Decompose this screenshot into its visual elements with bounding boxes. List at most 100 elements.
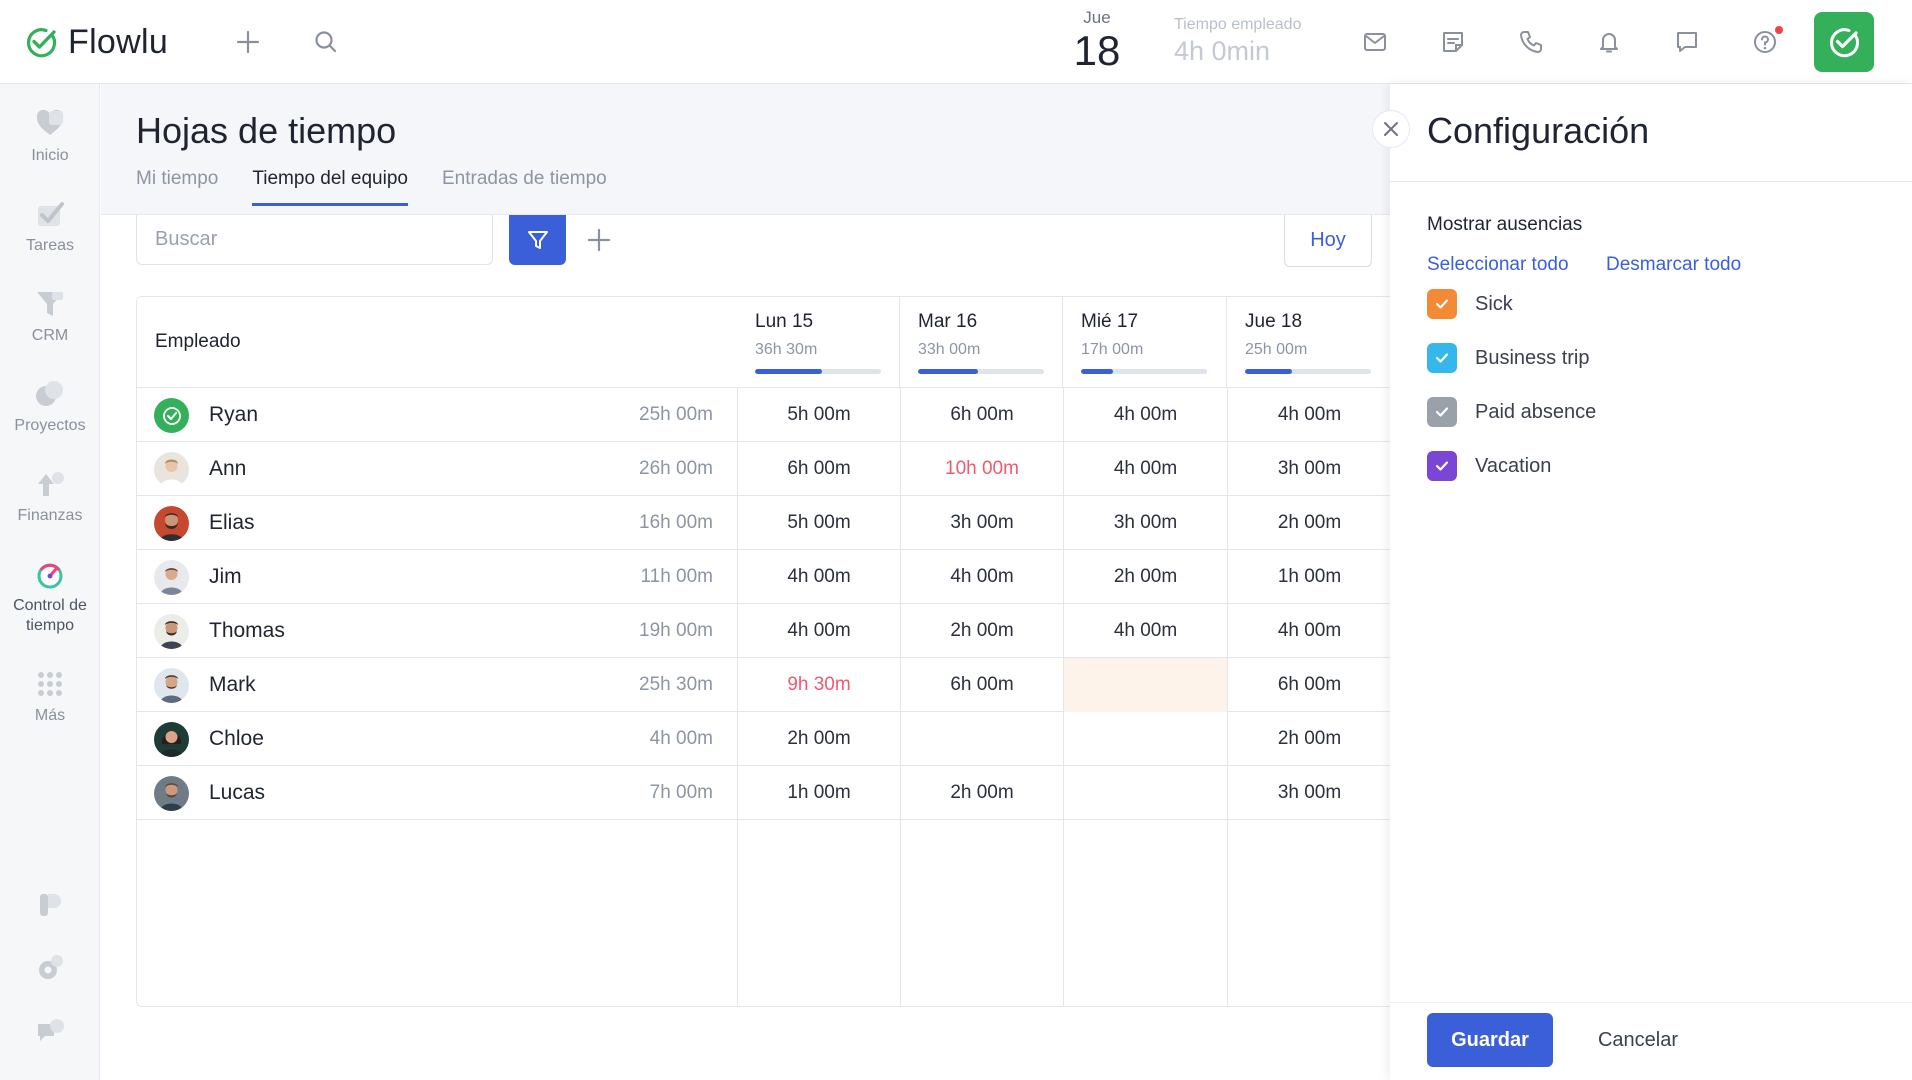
- cancel-button[interactable]: Cancelar: [1575, 1013, 1701, 1067]
- day-header[interactable]: Mié 17 17h 00m: [1063, 297, 1227, 388]
- flowlu-logo[interactable]: Flowlu: [24, 20, 168, 64]
- time-cell[interactable]: 2h 00m: [737, 712, 900, 766]
- time-cell-overtime[interactable]: 10h 00m: [900, 442, 1063, 496]
- phone-icon[interactable]: [1511, 22, 1551, 62]
- day-total: 17h 00m: [1081, 341, 1144, 358]
- day-progress-bar: [1081, 369, 1207, 374]
- time-cell[interactable]: 1h 00m: [1227, 550, 1390, 604]
- time-cell[interactable]: 4h 00m: [1063, 604, 1227, 658]
- table-row[interactable]: Jim 11h 00m 4h 00m 4h 00m 2h 00m 1h 00m: [137, 550, 1390, 604]
- sidebar-item-crm[interactable]: CRM: [0, 286, 100, 346]
- absence-checkbox-business-trip[interactable]: Business trip: [1427, 342, 1590, 374]
- time-cell[interactable]: 5h 00m: [737, 496, 900, 550]
- time-cell[interactable]: 2h 00m: [900, 604, 1063, 658]
- time-cell[interactable]: 6h 00m: [900, 658, 1063, 712]
- time-cell[interactable]: 2h 00m: [1227, 712, 1390, 766]
- tab-mi-tiempo[interactable]: Mi tiempo: [136, 168, 219, 189]
- close-panel-button[interactable]: [1372, 110, 1410, 148]
- time-cell[interactable]: 6h 00m: [737, 442, 900, 496]
- sidebar-label: Control de tiempo: [13, 597, 87, 634]
- sidebar-item-settings[interactable]: [0, 950, 100, 990]
- time-cell[interactable]: 4h 00m: [1063, 442, 1227, 496]
- time-cell-overtime[interactable]: 9h 30m: [737, 658, 900, 712]
- timesheet-table: Empleado Lun 15 36h 30m Mar 16 33h 00m M…: [136, 296, 1390, 1007]
- tab-entradas-de-tiempo[interactable]: Entradas de tiempo: [441, 168, 607, 189]
- time-cell[interactable]: 6h 00m: [900, 388, 1063, 442]
- day-progress-fill: [755, 369, 822, 374]
- time-cell[interactable]: 3h 00m: [900, 496, 1063, 550]
- time-spent-label: Tiempo empleado: [1174, 16, 1302, 33]
- tab-tiempo-del-equipo[interactable]: Tiempo del equipo: [252, 168, 408, 206]
- sidebar-item-control-de-tiempo[interactable]: Control de tiempo: [0, 556, 100, 636]
- time-cell[interactable]: 2h 00m: [1227, 496, 1390, 550]
- time-cell[interactable]: 3h 00m: [1063, 496, 1227, 550]
- time-cell[interactable]: 1h 00m: [737, 766, 900, 820]
- table-row[interactable]: Mark 25h 30m 9h 30m 6h 00m 6h 00m: [137, 658, 1390, 712]
- time-cell[interactable]: [1063, 766, 1227, 820]
- time-cell[interactable]: [1063, 712, 1227, 766]
- table-row[interactable]: Elias 16h 00m 5h 00m 3h 00m 3h 00m 2h 00…: [137, 496, 1390, 550]
- employee-total: 26h 00m: [639, 458, 713, 479]
- day-header[interactable]: Lun 15 36h 30m: [737, 297, 900, 388]
- help-notification-dot: [1775, 26, 1783, 34]
- time-spent-value: 4h 0min: [1174, 36, 1271, 66]
- day-header[interactable]: Jue 18 25h 00m: [1227, 297, 1390, 388]
- time-cell[interactable]: 5h 00m: [737, 388, 900, 442]
- time-cell[interactable]: 4h 00m: [737, 604, 900, 658]
- checkbox[interactable]: [1427, 397, 1457, 427]
- notes-icon[interactable]: [1433, 22, 1473, 62]
- sidebar-item-mas[interactable]: Más: [0, 666, 100, 726]
- table-row[interactable]: Ryan 25h 00m 5h 00m 6h 00m 4h 00m 4h 00m: [137, 388, 1390, 442]
- sidebar-item-support[interactable]: [0, 1014, 100, 1054]
- avatar-check-icon: [162, 406, 181, 425]
- save-button[interactable]: Guardar: [1427, 1013, 1553, 1067]
- select-all-link[interactable]: Seleccionar todo: [1427, 254, 1569, 275]
- table-row[interactable]: Thomas 19h 00m 4h 00m 2h 00m 4h 00m 4h 0…: [137, 604, 1390, 658]
- time-cell[interactable]: 3h 00m: [1227, 766, 1390, 820]
- time-cell[interactable]: 3h 00m: [1227, 442, 1390, 496]
- deselect-all-link[interactable]: Desmarcar todo: [1606, 254, 1742, 275]
- bell-icon[interactable]: [1589, 22, 1629, 62]
- day-progress-bar: [918, 369, 1044, 374]
- time-cell[interactable]: 4h 00m: [900, 550, 1063, 604]
- time-cell[interactable]: [900, 712, 1063, 766]
- chat-icon[interactable]: [1667, 22, 1707, 62]
- absence-checkbox-paid-absence[interactable]: Paid absence: [1427, 396, 1596, 428]
- day-name: Mié 17: [1081, 311, 1139, 332]
- sidebar-item-inicio[interactable]: Inicio: [0, 106, 100, 166]
- time-cell[interactable]: 4h 00m: [1227, 388, 1390, 442]
- absence-checkbox-sick[interactable]: Sick: [1427, 288, 1513, 320]
- time-cell[interactable]: 4h 00m: [737, 550, 900, 604]
- day-header[interactable]: Mar 16 33h 00m: [900, 297, 1063, 388]
- sidebar-item-finanzas[interactable]: Finanzas: [0, 466, 100, 526]
- today-button[interactable]: Hoy: [1284, 215, 1372, 267]
- search-icon[interactable]: [306, 22, 346, 62]
- mail-icon[interactable]: [1355, 22, 1395, 62]
- sidebar-item-proyectos[interactable]: Proyectos: [0, 376, 100, 436]
- absence-checkbox-vacation[interactable]: Vacation: [1427, 450, 1551, 482]
- time-cell[interactable]: 2h 00m: [900, 766, 1063, 820]
- create-plus-icon[interactable]: [228, 22, 268, 62]
- checkbox[interactable]: [1427, 289, 1457, 319]
- time-cell[interactable]: 4h 00m: [1227, 604, 1390, 658]
- time-cell[interactable]: 4h 00m: [1063, 388, 1227, 442]
- table-row[interactable]: Ann 26h 00m 6h 00m 10h 00m 4h 00m 3h 00m: [137, 442, 1390, 496]
- time-cell[interactable]: 2h 00m: [1063, 550, 1227, 604]
- sidebar-item-tareas[interactable]: Tareas: [0, 196, 100, 256]
- help-icon[interactable]: [1745, 22, 1785, 62]
- checkbox[interactable]: [1427, 343, 1457, 373]
- add-entry-button[interactable]: [581, 222, 617, 258]
- table-row[interactable]: Chloe 4h 00m 2h 00m 2h 00m: [137, 712, 1390, 766]
- time-tracker-button[interactable]: [1814, 12, 1874, 72]
- search-input[interactable]: [136, 215, 493, 265]
- settings-panel: Configuración Mostrar ausencias Seleccio…: [1390, 84, 1912, 1080]
- avatar: [154, 452, 189, 487]
- checkbox[interactable]: [1427, 451, 1457, 481]
- absence-cell[interactable]: [1063, 658, 1227, 712]
- time-cell[interactable]: 6h 00m: [1227, 658, 1390, 712]
- sidebar-item-apps[interactable]: [0, 886, 100, 926]
- table-row[interactable]: Lucas 7h 00m 1h 00m 2h 00m 3h 00m: [137, 766, 1390, 820]
- filter-button[interactable]: [509, 215, 566, 265]
- employee-total: 25h 00m: [639, 404, 713, 425]
- day-total: 36h 30m: [755, 341, 818, 358]
